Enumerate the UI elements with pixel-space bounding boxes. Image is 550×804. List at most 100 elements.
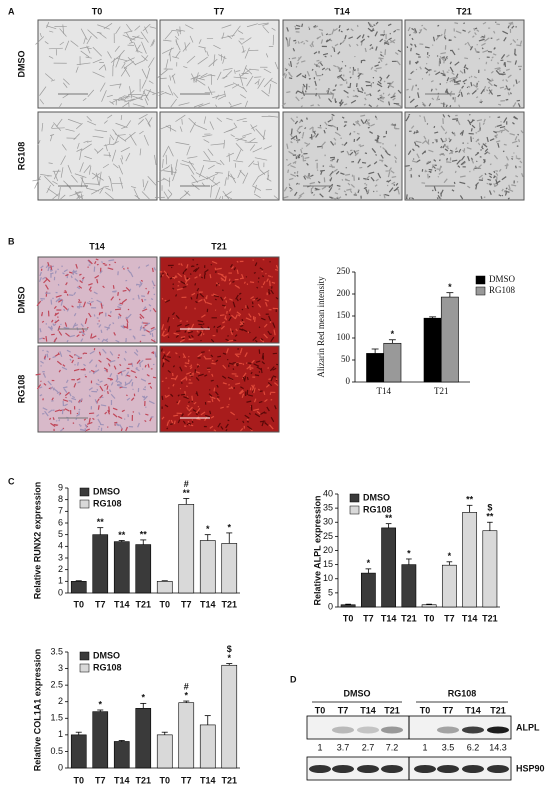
cell [109, 134, 115, 141]
cell [411, 85, 414, 91]
cell [369, 46, 374, 51]
x-tick-label: T7 [181, 775, 192, 785]
cell [228, 316, 232, 322]
cell [76, 62, 91, 66]
cell [213, 325, 216, 329]
cell [109, 310, 112, 314]
cell [215, 187, 221, 200]
cell [216, 162, 222, 165]
micrograph [35, 345, 158, 433]
cell [239, 347, 243, 354]
cell [221, 24, 232, 29]
cell [170, 423, 174, 425]
legend-label: DMSO [489, 274, 516, 284]
bar [383, 342, 402, 383]
cell [421, 101, 427, 107]
cell [246, 23, 258, 28]
cell [196, 287, 200, 292]
cell [298, 195, 302, 200]
cell [507, 74, 512, 79]
cell [147, 122, 151, 128]
y-tick-label: 25 [323, 531, 333, 541]
cell [387, 153, 391, 156]
cell [369, 23, 373, 28]
cell [114, 423, 116, 426]
cell [306, 71, 311, 77]
cell [79, 273, 82, 276]
cell [195, 172, 209, 180]
cell [83, 37, 86, 44]
cell [136, 49, 143, 54]
cell [235, 142, 244, 152]
cell [82, 367, 86, 371]
cell [241, 393, 245, 399]
cell [111, 149, 117, 162]
cell [110, 393, 116, 399]
cell [124, 382, 131, 386]
column-label: T7 [214, 6, 225, 16]
cell [256, 366, 262, 371]
cell [148, 303, 152, 307]
cell [393, 188, 398, 192]
cell [224, 195, 233, 200]
legend-label: DMSO [93, 650, 120, 660]
cell [125, 426, 128, 432]
cell [466, 147, 472, 150]
cell [410, 125, 415, 129]
cell [286, 143, 289, 149]
cell [69, 191, 83, 197]
cell [195, 412, 198, 416]
cell [384, 193, 390, 197]
cell [467, 85, 471, 88]
cell [462, 29, 466, 32]
cell [211, 398, 214, 402]
y-tick-label: 3.5 [50, 646, 63, 656]
cell [224, 305, 227, 309]
cell [125, 152, 131, 162]
cell [244, 67, 253, 75]
cell [196, 293, 199, 300]
cell [367, 164, 371, 168]
cell [186, 406, 189, 411]
y-tick-label: 250 [337, 266, 351, 276]
cell [240, 68, 251, 77]
cell [462, 79, 468, 83]
cell [162, 158, 164, 168]
cell [120, 67, 128, 77]
cell [84, 318, 88, 324]
cell [272, 34, 274, 46]
cell [216, 117, 222, 123]
cell [80, 50, 90, 58]
cell [246, 376, 249, 381]
cell [269, 79, 278, 84]
cell [209, 410, 212, 415]
cell [426, 160, 430, 164]
cell [489, 79, 494, 83]
cell [227, 170, 230, 180]
cell [458, 104, 461, 108]
y-axis-label: Relative COL1A1 expression [32, 649, 42, 772]
cell [50, 134, 53, 142]
cell [220, 34, 235, 39]
cell [161, 395, 164, 400]
column-label: T14 [89, 241, 105, 251]
cell [407, 150, 412, 155]
cell [502, 30, 509, 35]
cell [87, 89, 95, 97]
cell [100, 302, 103, 309]
cell [134, 60, 145, 66]
cell [334, 98, 337, 104]
cell [353, 150, 357, 154]
cell [137, 294, 140, 300]
cell [274, 382, 279, 387]
cell [449, 79, 453, 83]
cell [195, 407, 201, 414]
column-label: T0 [92, 6, 103, 16]
cell [470, 119, 475, 124]
cell [304, 142, 308, 145]
cell [436, 197, 439, 200]
cell [240, 94, 247, 99]
bar [70, 734, 87, 769]
cell [505, 190, 507, 194]
